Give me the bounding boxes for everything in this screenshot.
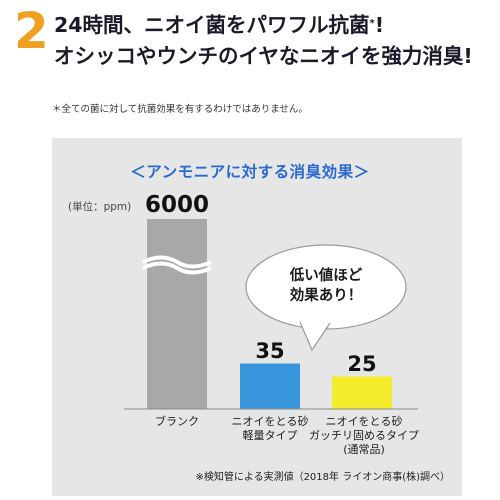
value-label-2: 35 <box>255 338 285 363</box>
category-label-3-line-1: ニオイをとる砂 <box>325 415 403 428</box>
category-label-3: ニオイをとる砂 ガッチリ固めるタイプ (通常品) <box>299 415 429 457</box>
chart-panel <box>52 138 462 496</box>
callout-text: 低い値ほど効果あり！ <box>256 266 396 306</box>
callout-line-1: 低い値ほど <box>289 268 363 284</box>
headline-line-1: 24時間、ニオイ菌をパワフル抗菌*! <box>54 10 494 41</box>
bar-1 <box>147 219 207 409</box>
headline: 24時間、ニオイ菌をパワフル抗菌*! オシッコやウンチのイヤなニオイを強力消臭! <box>54 10 494 72</box>
disclaimer-note: ＊全ての菌に対して抗菌効果を有するわけではありません。 <box>52 104 308 115</box>
headline-line-1-text: 24時間、ニオイ菌をパワフル抗菌 <box>54 13 370 37</box>
axis-break-mark <box>142 255 212 269</box>
section-number: 2 <box>14 2 49 60</box>
category-label-3-line-3: (通常品) <box>343 443 385 456</box>
category-label-3-line-2: ガッチリ固めるタイプ <box>309 429 419 442</box>
headline-line-1-end: ! <box>374 13 385 37</box>
footnote: ※検知管による実測値（2018年 ライオン商事(株)調べ） <box>195 472 450 483</box>
bar-3 <box>332 376 392 409</box>
category-label-2-line-2: 軽量タイプ <box>242 429 298 442</box>
chart-title: ＜アンモニアに対する消臭効果＞ <box>130 163 370 181</box>
asterisk-mark: * <box>369 18 375 29</box>
callout-line-2: 効果あり！ <box>289 288 363 304</box>
category-label-2: ニオイをとる砂 軽量タイプ <box>205 415 335 443</box>
headline-line-2: オシッコやウンチのイヤなニオイを強力消臭! <box>54 44 473 68</box>
unit-label: (単位：ppm) <box>68 201 132 213</box>
value-label-1: 6000 <box>144 192 209 218</box>
category-label-2-line-1: ニオイをとる砂 <box>231 415 309 428</box>
callout-bubble-tail <box>299 321 331 352</box>
category-label-1: ブランク <box>112 415 242 429</box>
bar-2 <box>240 363 300 409</box>
category-label-1-line-1: ブランク <box>155 415 199 428</box>
axis-break-mark-2 <box>142 261 212 275</box>
value-label-3: 25 <box>347 351 377 376</box>
